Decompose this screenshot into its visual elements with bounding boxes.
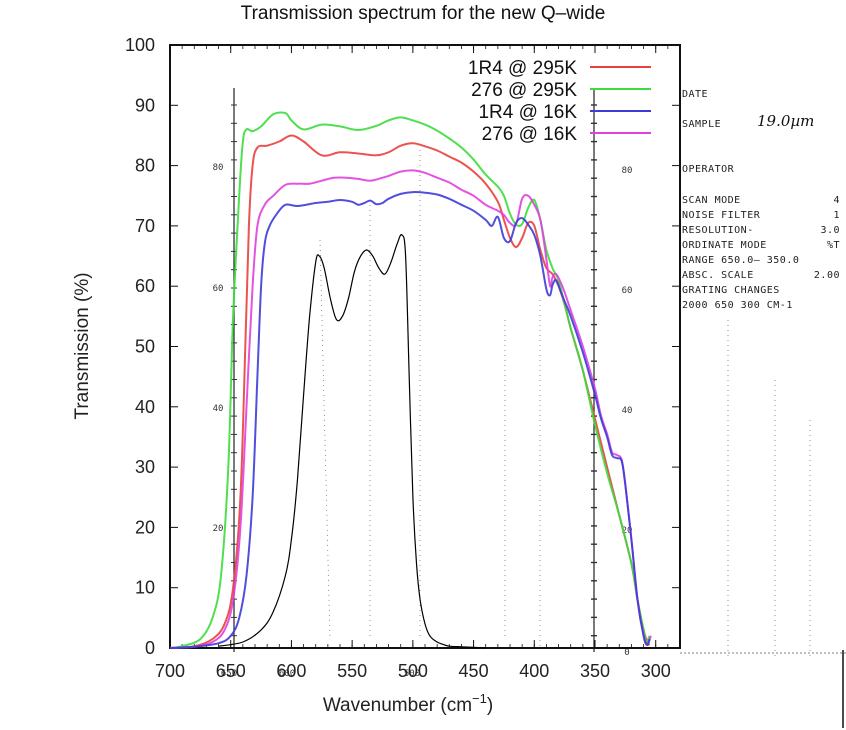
paper-field-label: NOISE FILTER [682,210,761,221]
x-tick-label: 650 [216,661,246,681]
paper-field: ORDINATE MODE %T [682,240,840,251]
paper-field-value: 1 [833,210,840,221]
paper-field-label: 2000 650 300 CM-1 [682,300,793,311]
paper-field: ABSC. SCALE 2.00 [682,270,840,281]
paper-field-label: ABSC. SCALE [682,270,754,281]
paper-field-label: DATE [682,89,708,100]
x-axis: 700 650 600 550 500 450 400 350 300 [155,45,681,681]
handwritten-sample-value: 19.0µm [757,112,814,130]
paper-gridline [319,239,331,641]
paper-field-value: %T [827,240,840,251]
x-tick-label: 600 [276,661,306,681]
legend-label: 1R4 @ 16K [478,102,577,123]
paper-bottom-label: 650 [221,669,237,679]
y-tick-label: 80 [135,156,155,176]
chart-title: Transmission spectrum for the new Q–wide [241,3,606,24]
paper-field-label: RESOLUTION- [682,225,754,236]
paper-field-label: SCAN MODE [682,195,741,206]
paper-field: GRATING CHANGES [682,285,780,296]
x-tick-label: 350 [580,661,610,681]
series-line-276-295k [169,111,651,649]
paper-field: RESOLUTION- 3.0 [682,225,840,236]
paper-right-label: 60 [622,286,633,296]
y-axis: 0 10 20 30 40 50 60 70 80 90 100 [125,35,680,658]
series-group [169,111,652,649]
paper-field: DATE [682,89,708,100]
x-tick-label: 500 [398,661,428,681]
paper-field-label: GRATING CHANGES [682,285,780,296]
paper-field-value: 3.0 [820,225,840,236]
paper-right-label: 40 [622,406,633,416]
y-tick-label: 50 [135,337,155,357]
paper-right-label: 0 [624,648,629,658]
legend-item: 276 @ 295K [471,80,651,101]
x-tick-label: 300 [641,661,671,681]
legend-label: 276 @ 295K [471,80,577,101]
paper-field: RANGE 650.0– 350.0 [682,255,799,266]
legend-item: 276 @ 16K [482,124,651,145]
paper-field-label: OPERATOR [682,164,735,175]
x-tick-label: 550 [337,661,367,681]
y-tick-label: 60 [135,276,155,296]
paper-field-value: 4 [833,195,840,206]
plot-frame [169,44,681,649]
paper-field-label: SAMPLE [682,119,721,130]
paper-field: 2000 650 300 CM-1 [682,300,793,311]
paper-field: SCAN MODE 4 [682,195,840,206]
paper-field: OPERATOR [682,164,735,175]
paper-left-label: 80 [213,163,224,173]
paper-field-value: 2.00 [814,270,840,281]
paper-right-label: 80 [622,166,633,176]
y-tick-label: 30 [135,457,155,477]
legend-label: 276 @ 16K [482,124,578,145]
paper-bottom-label: 500 [404,669,420,679]
x-tick-label: 450 [459,661,489,681]
y-tick-label: 20 [135,517,155,537]
y-tick-label: 90 [135,95,155,115]
paper-right-label: 20 [622,526,633,536]
legend-item: 1R4 @ 16K [478,102,651,123]
y-tick-label: 70 [135,216,155,236]
paper-left-label: 60 [213,284,224,294]
series-line-reference-filter-black-trace [218,233,486,649]
paper-field-label: RANGE 650.0– 350.0 [682,255,799,266]
y-tick-label: 100 [125,35,155,55]
paper-left-label: 40 [213,404,224,414]
y-tick-label: 0 [145,638,155,658]
paper-bottom-label: 600 [279,669,295,679]
legend-item: 1R4 @ 295K [468,58,651,79]
y-axis-label: Transmission (%) [72,272,93,419]
paper-field: SAMPLE 19.0µm [682,112,814,130]
legend-label: 1R4 @ 295K [468,58,577,79]
paper-field: NOISE FILTER 1 [682,210,840,221]
y-tick-label: 40 [135,397,155,417]
series-line-1r4-16k [169,191,651,649]
x-tick-label: 400 [519,661,549,681]
x-tick-label: 700 [155,661,185,681]
paper-field-label: ORDINATE MODE [682,240,767,251]
x-axis-label: Wavenumber (cm−1) [323,691,493,716]
y-tick-label: 10 [135,578,155,598]
paper-left-label: 20 [213,524,224,534]
scanned-paper-chart: 80 60 40 20 80 60 40 20 0 650 600 500 DATE SAMPLE 19.0… [213,88,846,728]
